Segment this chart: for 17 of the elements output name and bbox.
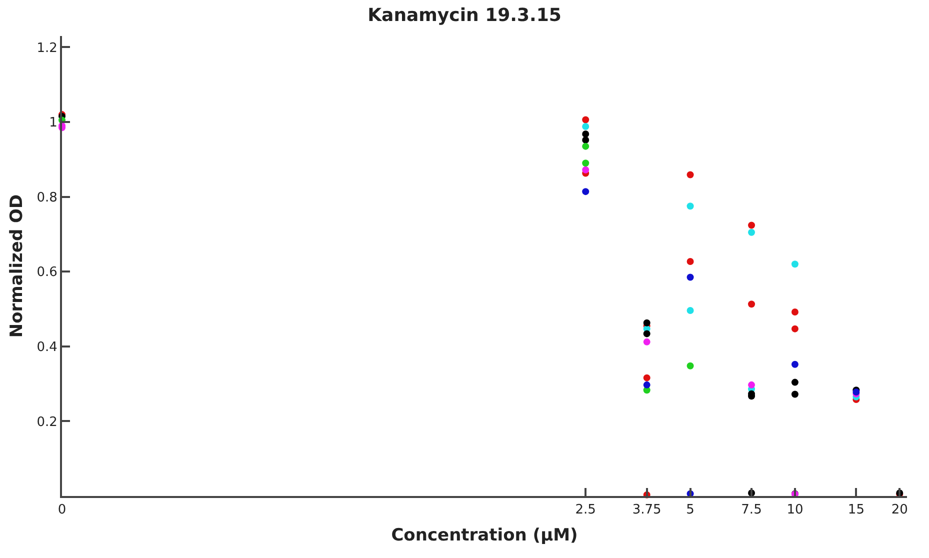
- x-tick-label: 20: [891, 502, 908, 518]
- chart-title: Kanamycin 19.3.15: [368, 4, 562, 26]
- x-tick-label: 5: [686, 502, 694, 518]
- x-tick-label: 2.5: [575, 502, 596, 518]
- y-tick-label: 1.2: [36, 40, 58, 56]
- y-tick-label: 0.6: [36, 265, 58, 280]
- x-tick-label: 3.75: [632, 502, 662, 518]
- x-axis-title: Concentration (μM): [391, 526, 578, 546]
- y-tick-label: 0.8: [36, 190, 58, 206]
- y-tick-label: 1: [49, 116, 58, 131]
- x-tick-label: 15: [848, 502, 864, 518]
- x-tick-label: 10: [786, 502, 804, 518]
- y-tick-label: 0.2: [36, 414, 58, 430]
- y-tick-label: 0.4: [36, 340, 58, 355]
- x-tick-label: 0: [58, 502, 66, 518]
- x-tick-label: 7.5: [741, 502, 762, 518]
- y-axis-title: Normalized OD: [6, 194, 27, 338]
